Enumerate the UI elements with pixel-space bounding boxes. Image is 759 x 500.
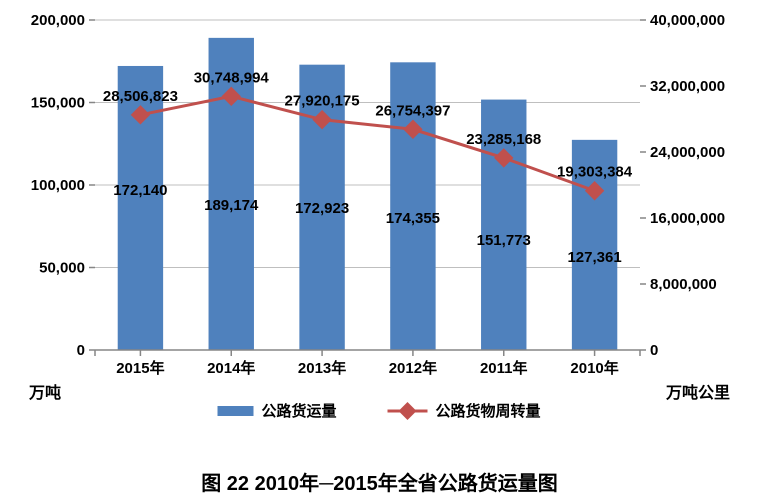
combo-chart: 0 50,000 100,000 150,000 200,000 0 8,000,000 16… [0,0,759,460]
line-data-label: 26,754,397 [375,102,450,119]
bar-data-label: 189,174 [204,197,259,214]
y-left-tick-label: 0 [77,342,85,359]
bar-data-label: 127,361 [567,249,621,266]
y-left-tick-label: 100,000 [31,177,85,194]
x-tick-label: 2012年 [389,359,437,377]
x-tick-label: 2011年 [480,359,528,377]
line-data-label: 30,748,994 [194,69,270,86]
y-right-tick-label: 8,000,000 [650,276,717,293]
y-right-unit: 万吨公里 [665,383,730,402]
y-left-tick-label: 50,000 [39,260,85,277]
line-data-label: 19,303,384 [557,164,633,181]
y-right-tick-label: 24,000,000 [650,144,725,161]
chart-caption: 图 22 2010年─2015年全省公路货运量图 [0,467,759,496]
legend-label-line: 公路货物周转量 [436,402,541,420]
legend-swatch-bar [218,406,254,416]
y-left-tick-label: 200,000 [31,12,85,29]
line-data-label: 23,285,168 [466,131,541,148]
y-right-tick-label: 16,000,000 [650,210,725,227]
bar-data-label: 174,355 [386,210,440,227]
y-right-tick-label: 0 [650,342,658,359]
bar-data-label: 172,923 [295,200,349,217]
y-right-tick-label: 32,000,000 [650,78,725,95]
x-tick-label: 2010年 [570,359,618,377]
bar-data-label: 172,140 [113,182,167,199]
line-data-label: 27,920,175 [285,93,360,110]
legend-marker [399,402,417,420]
y-left-unit: 万吨 [28,383,61,402]
chart-container: 0 50,000 100,000 150,000 200,000 0 8,000,000 16… [0,0,759,500]
legend-label-bar: 公路货运量 [262,402,337,420]
y-left-tick-label: 150,000 [31,95,85,112]
x-tick-label: 2015年 [116,359,164,377]
x-tick-label: 2014年 [207,359,255,377]
y-right-tick-label: 40,000,000 [650,12,725,29]
bar-data-label: 151,773 [477,232,531,249]
line-data-label: 28,506,823 [103,88,178,105]
x-tick-label: 2013年 [298,359,346,377]
